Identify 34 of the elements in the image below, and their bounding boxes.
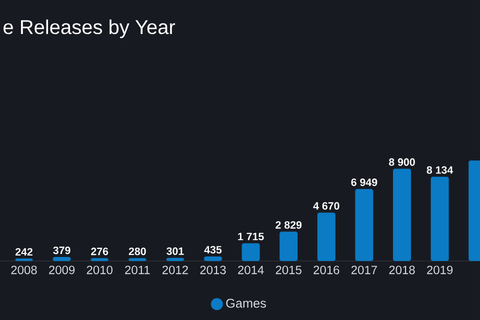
legend-label: Games xyxy=(226,298,266,308)
data-label: 8 134 xyxy=(426,166,454,174)
x-tick-label: 2008 xyxy=(11,266,37,274)
x-tick-label: 2012 xyxy=(162,266,188,274)
data-label: 1 715 xyxy=(238,232,264,240)
x-tick-label: 2019 xyxy=(427,266,453,274)
chart-title: e Releases by Year xyxy=(4,20,176,38)
x-tick-label: 2011 xyxy=(125,266,150,274)
data-label: 4 670 xyxy=(313,202,340,210)
bar xyxy=(355,188,374,261)
data-label: 242 xyxy=(15,248,32,256)
data-label: 379 xyxy=(53,246,70,254)
x-tick-label: 2014 xyxy=(238,266,264,274)
x-tick-label: 2010 xyxy=(86,266,112,274)
data-label: 435 xyxy=(204,246,222,254)
bar xyxy=(204,256,222,261)
x-tick-label: 2018 xyxy=(389,266,415,274)
bar xyxy=(392,168,411,261)
x-tick-label: 2013 xyxy=(200,266,226,274)
data-label: 6 949 xyxy=(351,178,378,186)
data-label: 276 xyxy=(91,248,108,256)
x-tick-label: 2015 xyxy=(276,266,302,274)
data-label: 2 829 xyxy=(276,221,302,229)
bar xyxy=(317,212,336,261)
data-label: 301 xyxy=(166,247,184,255)
x-tick-label: 2017 xyxy=(351,266,377,274)
bar xyxy=(280,232,298,261)
data-label: 8 900 xyxy=(388,158,415,166)
bar xyxy=(242,243,260,261)
bar xyxy=(52,257,71,261)
x-tick-label: 2009 xyxy=(49,266,75,274)
data-label: 280 xyxy=(128,248,146,256)
bar xyxy=(430,176,449,261)
x-tick-label: 2016 xyxy=(314,266,340,274)
